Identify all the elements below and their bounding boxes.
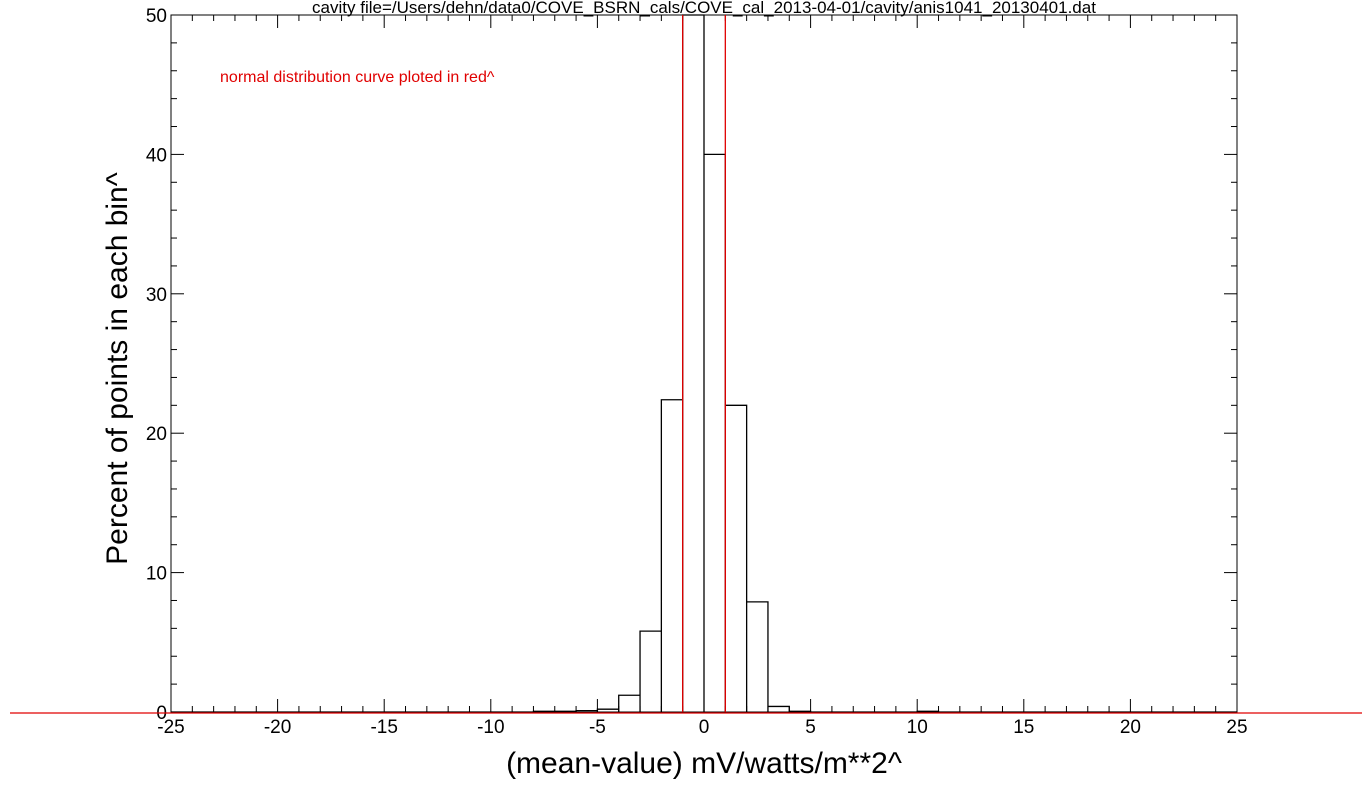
normal-curve-lines	[10, 15, 1362, 714]
y-tick-label: 30	[146, 285, 167, 306]
x-tick-label: -5	[589, 717, 606, 738]
chart-title: cavity file=/Users/dehn/data0/COVE_BSRN_…	[312, 0, 1096, 17]
x-tick-label: -25	[157, 717, 184, 738]
y-tick-label: 50	[146, 6, 167, 27]
y-tick-label: 20	[146, 424, 167, 445]
x-tick-label: 10	[907, 717, 928, 738]
x-tick-label: 20	[1120, 717, 1141, 738]
x-tick-label: -20	[264, 717, 291, 738]
histogram-outline	[171, 14, 1237, 713]
x-tick-label: 0	[699, 717, 710, 738]
x-tick-label: 15	[1013, 717, 1034, 738]
x-tick-label: 5	[805, 717, 816, 738]
x-axis-label: (mean-value) mV/watts/m**2^	[506, 747, 902, 780]
x-tick-label: -10	[477, 717, 504, 738]
x-tick-label: 25	[1226, 717, 1247, 738]
y-tick-label: 10	[146, 564, 167, 585]
x-tick-label: -15	[370, 717, 397, 738]
y-tick-label: 40	[146, 145, 167, 166]
x-axis-ticks: -25 -20 -15 -10 -5 0 5 10 15 20 25	[157, 15, 1248, 738]
y-axis-label: Percent of points in each bin^	[101, 172, 134, 565]
annotation-text: normal distribution curve ploted in red^	[220, 69, 495, 86]
